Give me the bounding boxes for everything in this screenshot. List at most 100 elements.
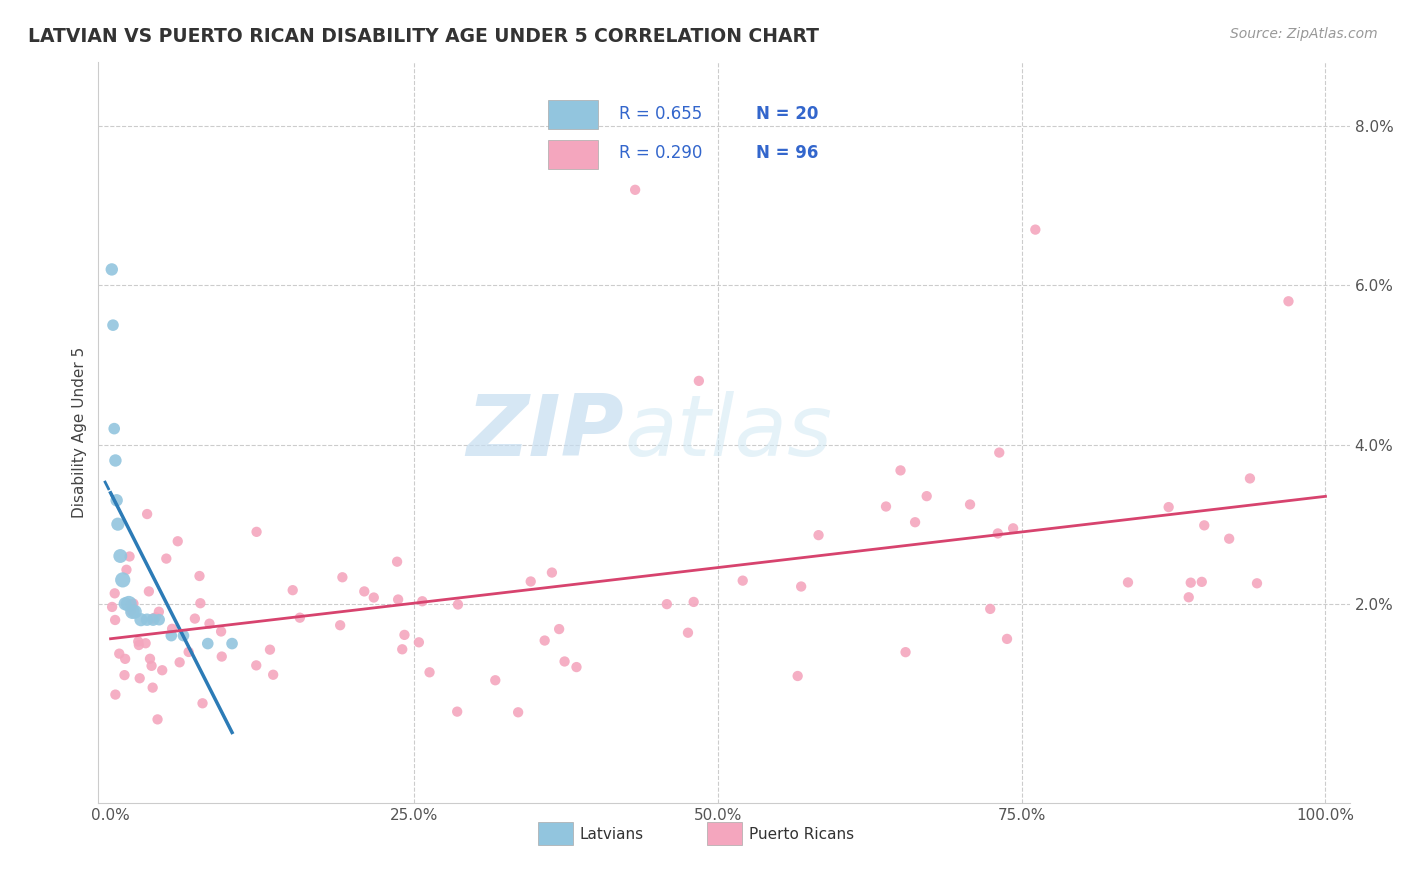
Point [169, 656, 191, 670]
Point [995, 632, 1018, 646]
Point [121, 605, 143, 619]
Point [124, 605, 146, 619]
Point [118, 597, 141, 611]
Point [565, 660, 588, 674]
Point [188, 569, 211, 583]
Point [419, 665, 441, 680]
Text: N = 20: N = 20 [756, 105, 818, 123]
Point [136, 613, 159, 627]
Point [101, 262, 124, 277]
Point [145, 610, 167, 624]
Point [139, 652, 162, 666]
Point [281, 583, 304, 598]
Point [128, 671, 150, 685]
Point [411, 594, 433, 608]
Point [122, 597, 145, 611]
Point [979, 602, 1001, 616]
Point [1177, 591, 1199, 605]
Point [177, 645, 200, 659]
Point [142, 613, 165, 627]
Point [105, 493, 128, 508]
Point [987, 526, 1010, 541]
Point [191, 696, 214, 710]
Point [111, 573, 134, 587]
Point [118, 549, 141, 564]
Point [447, 598, 470, 612]
Text: R = 0.290: R = 0.290 [619, 145, 702, 162]
Point [114, 597, 136, 611]
Point [329, 618, 352, 632]
Point [198, 616, 221, 631]
Point [676, 625, 699, 640]
Point [148, 613, 170, 627]
Point [172, 629, 194, 643]
Text: LATVIAN VS PUERTO RICAN DISABILITY AGE UNDER 5 CORRELATION CHART: LATVIAN VS PUERTO RICAN DISABILITY AGE U… [28, 27, 820, 45]
Point [1002, 521, 1025, 535]
Point [790, 580, 813, 594]
Point [904, 515, 927, 529]
Point [332, 570, 354, 584]
Point [1218, 532, 1240, 546]
Point [142, 611, 165, 625]
Point [104, 613, 127, 627]
Point [394, 628, 416, 642]
Text: Latvians: Latvians [581, 827, 644, 841]
Point [959, 498, 981, 512]
Point [655, 597, 678, 611]
Point [120, 604, 142, 618]
Y-axis label: Disability Age Under 5: Disability Age Under 5 [72, 347, 87, 518]
Point [160, 622, 183, 636]
Point [688, 374, 710, 388]
Point [288, 610, 311, 624]
Point [245, 524, 267, 539]
Point [101, 599, 124, 614]
Point [104, 453, 127, 467]
Point [209, 624, 232, 639]
Point [259, 642, 281, 657]
Point [211, 649, 233, 664]
Point [894, 645, 917, 659]
Point [1191, 574, 1213, 589]
Point [387, 592, 409, 607]
Point [103, 422, 125, 436]
Point [446, 705, 468, 719]
Point [221, 637, 243, 651]
Point [889, 463, 911, 477]
Point [197, 637, 219, 651]
FancyBboxPatch shape [548, 140, 598, 169]
Point [1246, 576, 1268, 591]
Point [1116, 575, 1139, 590]
Point [136, 507, 159, 521]
Point [519, 574, 541, 589]
Point [110, 549, 132, 563]
Point [190, 596, 212, 610]
Point [245, 658, 267, 673]
Point [363, 591, 385, 605]
Point [385, 555, 408, 569]
Point [115, 563, 138, 577]
Point [391, 642, 413, 657]
Point [353, 584, 375, 599]
Point [554, 655, 576, 669]
Point [107, 517, 129, 532]
Point [120, 598, 142, 612]
Point [127, 634, 149, 648]
Point [166, 534, 188, 549]
Point [148, 605, 170, 619]
Point [731, 574, 754, 588]
Point [1194, 518, 1216, 533]
Point [682, 595, 704, 609]
Point [101, 318, 124, 333]
Point [1157, 500, 1180, 514]
Point [988, 445, 1011, 459]
Point [533, 633, 555, 648]
Point [141, 658, 163, 673]
Point [138, 584, 160, 599]
Point [508, 706, 530, 720]
Point [160, 629, 183, 643]
Point [915, 489, 938, 503]
Point [114, 668, 136, 682]
Point [128, 638, 150, 652]
Point [135, 636, 157, 650]
Point [1277, 294, 1299, 309]
